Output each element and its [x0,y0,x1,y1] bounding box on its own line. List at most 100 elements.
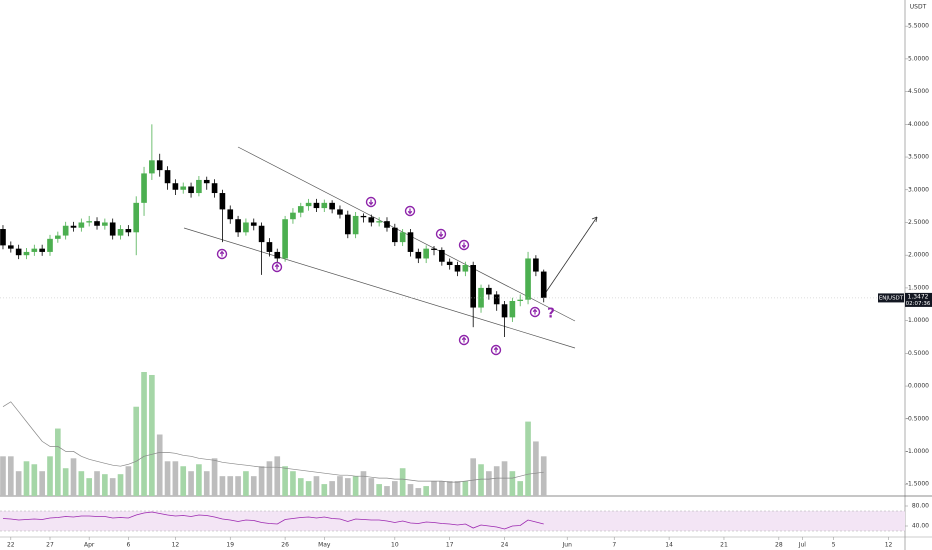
candle-body [478,287,484,308]
volume-bar [47,456,53,496]
volume-bar [360,471,367,496]
x-tick-label: 21 [720,542,728,549]
candle-body [305,202,312,207]
volume-bar [62,468,69,496]
candle-body [47,238,53,252]
volume-bar [297,478,304,496]
candle-body [517,299,524,302]
buy-signal-icon [271,261,283,273]
candle-body [258,225,265,243]
y-tick-label: 5.5000 [908,23,929,30]
volume-bar [446,481,453,496]
volume-ma [2,401,544,483]
candle-body [141,173,147,203]
volume-bar [517,481,524,496]
candle-body [399,232,406,243]
candle-body [525,258,531,300]
buy-signal-icon [216,248,228,260]
volume-bar [164,461,171,496]
candle-body [0,229,6,246]
currency-label: USDT [910,4,927,11]
x-tick-label: 17 [446,542,454,549]
candle-body [70,225,77,228]
x-tick-label: 26 [281,542,289,549]
arrow-head [591,216,598,223]
candle-body [533,258,539,272]
candle-body [431,248,437,250]
candle-body [376,221,382,223]
x-tick-label: 12 [172,542,180,549]
candle-body [39,248,45,252]
candle-body [329,202,335,210]
icon-arrow [461,336,467,343]
y-tick-label: 0.5000 [908,350,929,357]
candle-body [439,249,445,262]
volume-bar [31,464,38,496]
candle-body [94,221,100,226]
volume-bar [329,481,335,496]
volume-bar [454,481,461,496]
candle-body [109,222,116,236]
candle-body [407,232,414,252]
candle-body [117,229,124,236]
x-tick-label: 27 [46,542,54,549]
volume-bar [344,478,351,496]
icon-arrow [493,346,499,353]
icon-arrow [219,250,225,257]
volume-bar [235,476,241,496]
x-tick-label: 10 [391,542,399,549]
candle-body [149,160,155,174]
candle-body [180,186,187,190]
sell-signal-icon [404,205,416,217]
y-tick-label: 4.0000 [908,121,929,128]
candle-body [266,242,273,252]
candle-body [297,206,304,213]
candle-body [172,183,179,190]
x-tick-label: 5 [832,542,836,549]
volume-bar [243,471,249,496]
candle-body [78,222,85,228]
candle-body [86,221,93,223]
candle-body [446,261,453,266]
volume-bar [172,461,179,496]
volume-bar [384,486,390,496]
volume-bar [70,458,77,496]
x-tick-label: 22 [7,542,15,549]
candle-body [243,222,249,233]
candle-body [486,287,492,295]
price-box [905,292,932,307]
y-tick-label: 1.0000 [908,317,929,324]
volume-bar [368,478,375,496]
candle-body [203,179,210,184]
volume-bar [391,481,398,496]
sell-signal-icon [365,196,377,208]
trendline-upper [237,146,576,322]
candle-body [211,183,218,194]
sell-signal-icon [458,239,470,251]
buy-signal-icon [529,306,541,318]
candle-body [23,251,30,256]
icon-arrow [407,208,413,215]
candle-body [31,248,38,252]
x-tick-label: 19 [226,542,234,549]
volume-bar [501,461,508,496]
y-tick-label: -1.0000 [906,448,929,455]
candle-body [282,219,288,259]
candle-body [423,248,429,259]
volume-bar [290,471,296,496]
x-tick-label: 6 [126,542,130,549]
volume-bar [86,478,93,496]
sell-signal-icon [435,228,447,240]
candle-body [156,160,163,171]
volume-bar [431,481,437,496]
annotation: ? [547,307,555,322]
candle-body [219,193,226,210]
volume-bar [266,461,273,496]
volume-bar [274,456,281,496]
y-tick-label: 4.5000 [908,88,929,95]
volume-bar [493,466,500,496]
candle-body [509,301,516,318]
volume-bar [23,461,30,496]
y-tick-label: -0.5000 [906,415,929,422]
